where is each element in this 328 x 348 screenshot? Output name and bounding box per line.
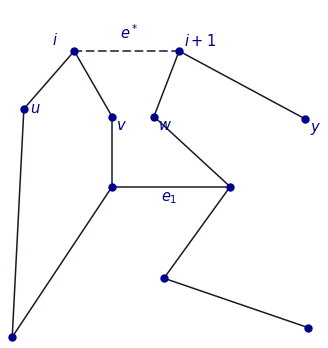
Text: $w$: $w$ — [158, 118, 172, 133]
Text: $i$: $i$ — [52, 32, 58, 48]
Text: $i+1$: $i+1$ — [184, 33, 216, 49]
Text: $v$: $v$ — [116, 118, 127, 133]
Text: $e^*$: $e^*$ — [120, 23, 138, 42]
Text: $y$: $y$ — [310, 120, 321, 136]
Text: $u$: $u$ — [30, 101, 40, 116]
Text: $e_1$: $e_1$ — [161, 191, 177, 206]
